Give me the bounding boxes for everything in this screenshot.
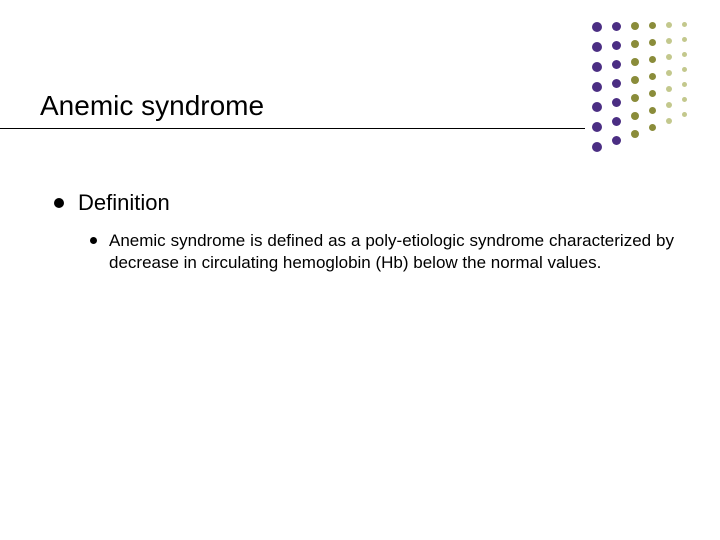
- dot-icon: [666, 54, 672, 60]
- dot-icon: [682, 22, 687, 27]
- title-underline: [0, 128, 585, 129]
- dot-icon: [631, 58, 639, 66]
- dot-icon: [612, 136, 621, 145]
- dot-icon: [631, 40, 639, 48]
- dot-icon: [631, 130, 639, 138]
- dot-icon: [592, 62, 602, 72]
- dot-icon: [612, 41, 621, 50]
- dot-icon: [612, 98, 621, 107]
- dot-icon: [666, 70, 672, 76]
- dot-icon: [666, 118, 672, 124]
- dot-icon: [631, 76, 639, 84]
- dot-column: [592, 22, 602, 152]
- dot-icon: [682, 52, 687, 57]
- list-item: Definition: [54, 190, 674, 216]
- dot-icon: [649, 56, 656, 63]
- list-item: Anemic syndrome is defined as a poly-eti…: [90, 230, 674, 274]
- dot-icon: [592, 42, 602, 52]
- dot-icon: [631, 94, 639, 102]
- dot-icon: [649, 90, 656, 97]
- dot-icon: [649, 73, 656, 80]
- dot-icon: [666, 22, 672, 28]
- dot-icon: [666, 102, 672, 108]
- dot-column: [631, 22, 639, 152]
- dot-icon: [592, 82, 602, 92]
- dot-icon: [682, 37, 687, 42]
- dot-icon: [592, 122, 602, 132]
- dot-icon: [649, 107, 656, 114]
- decorative-dot-grid: [592, 22, 687, 152]
- dot-icon: [631, 112, 639, 120]
- bullet-icon: [90, 237, 97, 244]
- dot-icon: [592, 22, 602, 32]
- dot-icon: [682, 82, 687, 87]
- dot-icon: [649, 124, 656, 131]
- dot-icon: [682, 112, 687, 117]
- dot-icon: [612, 79, 621, 88]
- slide-title: Anemic syndrome: [40, 90, 264, 122]
- dot-icon: [612, 117, 621, 126]
- dot-icon: [649, 39, 656, 46]
- dot-icon: [592, 102, 602, 112]
- dot-column: [666, 22, 672, 152]
- dot-column: [682, 22, 687, 152]
- dot-icon: [649, 22, 656, 29]
- dot-column: [612, 22, 621, 152]
- dot-icon: [682, 67, 687, 72]
- dot-icon: [612, 22, 621, 31]
- slide: Anemic syndrome Definition Anemic syndro…: [0, 0, 720, 540]
- bullet-icon: [54, 198, 64, 208]
- dot-icon: [592, 142, 602, 152]
- list-item-body: Anemic syndrome is defined as a poly-eti…: [109, 230, 674, 274]
- list-item-label: Definition: [78, 190, 170, 216]
- dot-icon: [682, 97, 687, 102]
- dot-icon: [666, 86, 672, 92]
- dot-icon: [666, 38, 672, 44]
- dot-icon: [631, 22, 639, 30]
- dot-column: [649, 22, 656, 152]
- content-area: Definition Anemic syndrome is defined as…: [54, 190, 674, 274]
- dot-icon: [612, 60, 621, 69]
